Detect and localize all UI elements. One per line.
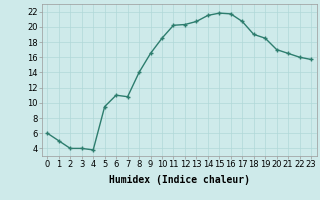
X-axis label: Humidex (Indice chaleur): Humidex (Indice chaleur) [109,175,250,185]
